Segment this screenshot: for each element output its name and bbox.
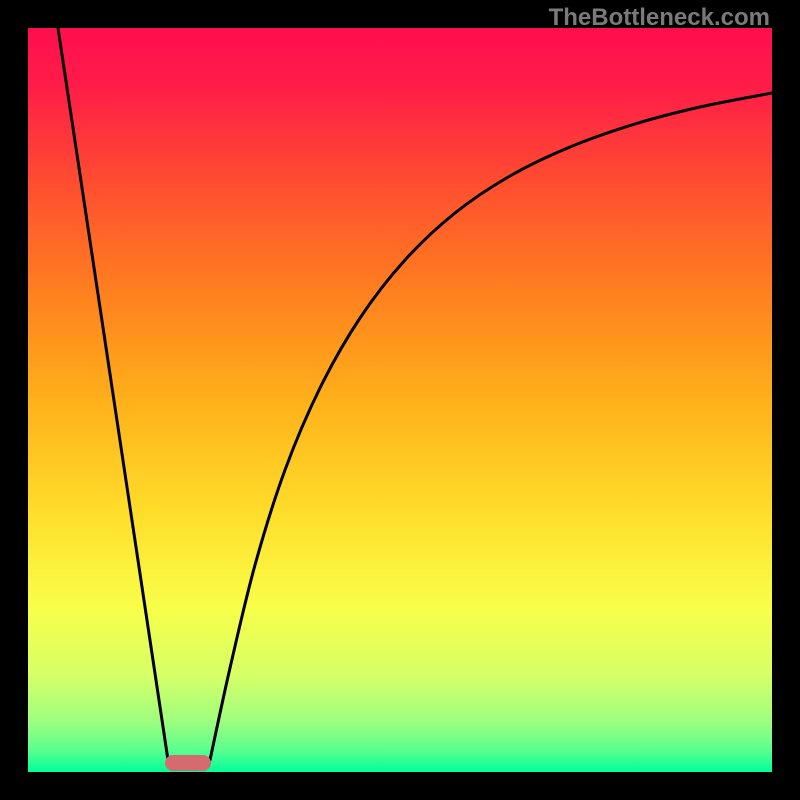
gradient-background [28,28,772,772]
plot-area [28,28,772,772]
chart-container: TheBottleneck.com [0,0,800,800]
minimum-marker [165,755,211,771]
watermark-text: TheBottleneck.com [549,4,770,32]
